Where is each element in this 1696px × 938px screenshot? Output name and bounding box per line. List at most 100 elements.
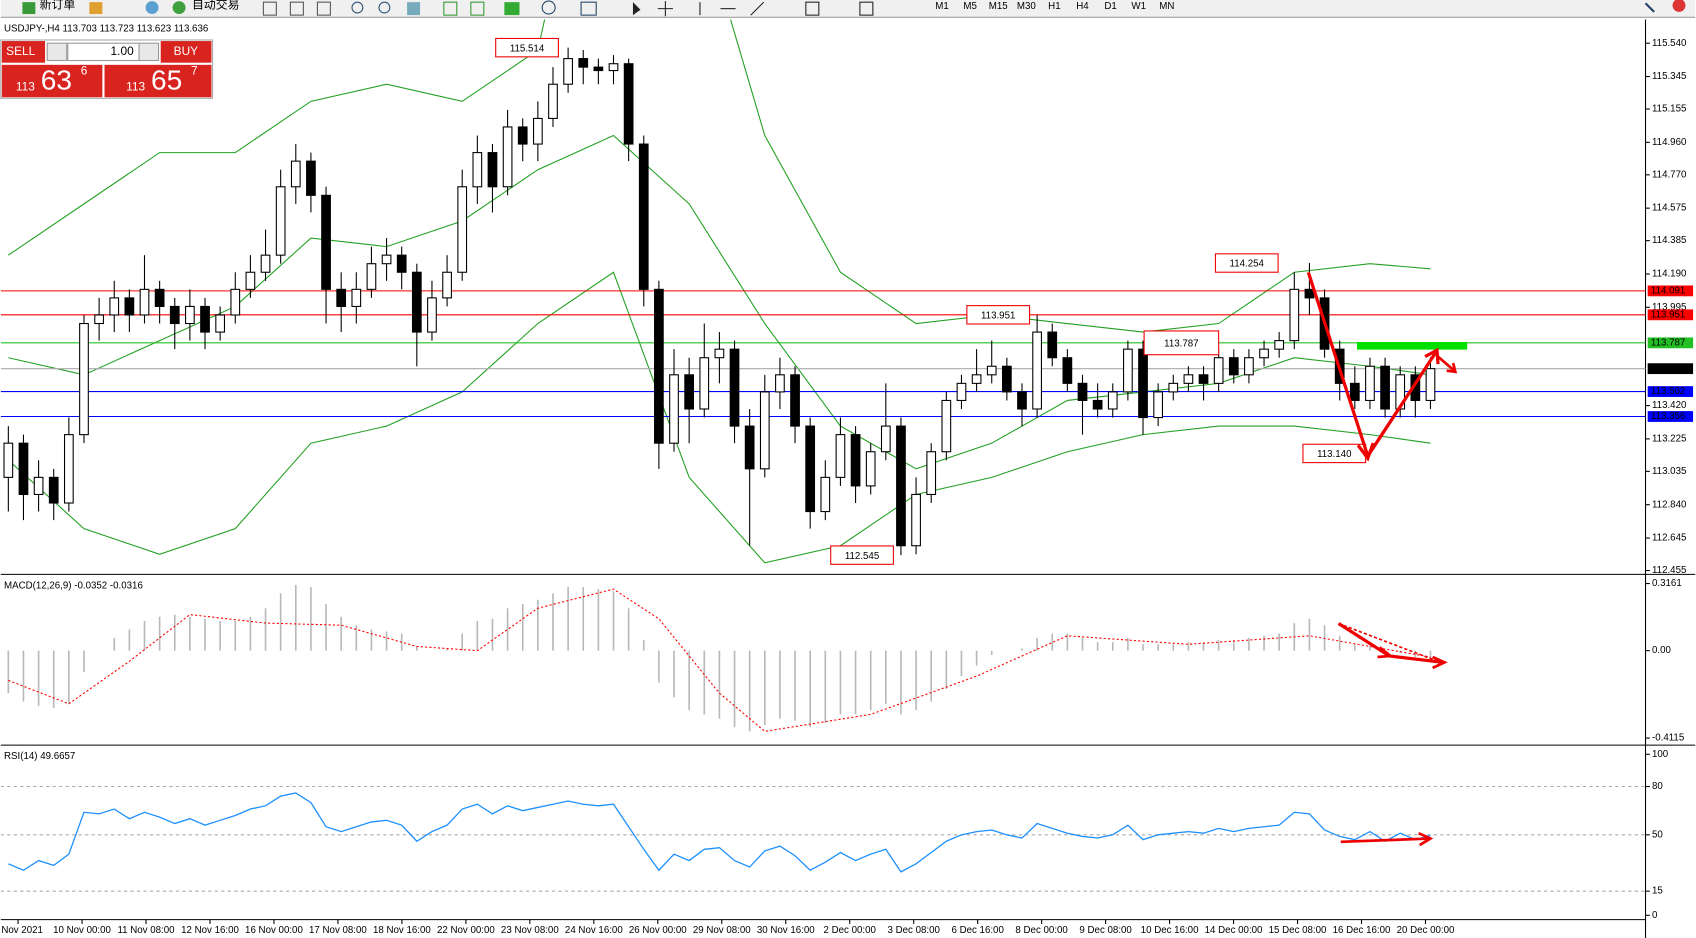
x-tick-label: 14 Dec 00:00 — [1205, 925, 1263, 936]
candle-body — [744, 425, 755, 470]
buy-button[interactable] — [160, 41, 212, 63]
price-annotation: 113.951 — [981, 310, 1015, 321]
candle-body — [1032, 331, 1042, 410]
tool-icon[interactable] — [443, 1, 458, 16]
candle-body — [669, 374, 679, 444]
auto-trading-icon[interactable] — [172, 1, 186, 15]
lot-down[interactable] — [46, 42, 68, 62]
y-tick-label: 50 — [1652, 829, 1663, 840]
tool-icon[interactable] — [289, 1, 304, 16]
timeframe-button[interactable]: M1 — [935, 1, 949, 12]
timeframe-button[interactable]: H4 — [1076, 1, 1089, 12]
tool-icon[interactable] — [470, 1, 485, 16]
new-order-button[interactable]: 新订单 — [40, 0, 76, 12]
candle-body — [1017, 391, 1027, 410]
periods[interactable] — [541, 0, 556, 15]
templates[interactable] — [580, 1, 597, 16]
candle-body — [684, 374, 695, 410]
tool-icon[interactable] — [805, 1, 820, 16]
red-arrow — [1437, 355, 1458, 374]
sell-button[interactable] — [1, 41, 46, 63]
candle-body — [48, 476, 59, 504]
search-icon[interactable] — [1644, 2, 1655, 13]
y-tick-label: 114.190 — [1652, 269, 1687, 280]
bollinger-upper — [8, 19, 1431, 333]
candle-body — [820, 476, 831, 513]
buy-label[interactable]: BUY — [174, 44, 198, 58]
timeframe-button[interactable]: MN — [1159, 1, 1174, 12]
toolbar-icon[interactable] — [89, 2, 103, 15]
sell-price-main: 63 — [41, 65, 72, 96]
y-tick-label: 115.345 — [1652, 71, 1686, 82]
lot-value[interactable]: 1.00 — [111, 44, 135, 58]
candle-body — [1153, 391, 1164, 419]
y-tick-label: 114.960 — [1652, 137, 1687, 148]
timeframe-button[interactable]: M30 — [1017, 1, 1037, 12]
notification-icon[interactable] — [1672, 0, 1686, 12]
candle-body — [699, 357, 710, 410]
arrow-head — [1377, 646, 1448, 670]
y-tick-label: 15 — [1652, 886, 1663, 897]
y-tick-label: 0.00 — [1652, 645, 1672, 656]
bollinger-middle — [8, 134, 1431, 470]
sell-price-box[interactable] — [1, 64, 103, 98]
crosshair-tool[interactable] — [657, 1, 673, 17]
timeframe-button[interactable]: H1 — [1048, 1, 1060, 12]
candle-body — [94, 314, 104, 325]
indicator-title: USDJPY-,H4 113.703 113.723 113.623 113.6… — [4, 24, 208, 35]
y-tick-label: 112.840 — [1652, 499, 1687, 510]
timeframe-button[interactable]: M5 — [963, 1, 977, 12]
macd-signal — [8, 588, 1431, 732]
y-tick-label: -0.4115 — [1652, 733, 1684, 744]
timeframe-button[interactable]: D1 — [1104, 1, 1116, 12]
indicators[interactable] — [504, 2, 520, 16]
timeframe-button[interactable]: W1 — [1131, 1, 1146, 12]
x-tick-label: 8 Dec 00:00 — [1015, 925, 1068, 936]
auto-trading-button[interactable]: 自动交易 — [192, 0, 240, 12]
candle-body — [775, 374, 785, 393]
timeframe-button[interactable]: M15 — [989, 1, 1008, 12]
new-order-icon[interactable] — [22, 2, 36, 15]
timeframes: M1 M5 M15 M30 H1 H4 D1 W1 MN — [935, 1, 1174, 12]
candle-body — [427, 297, 437, 333]
candle-body — [1365, 365, 1375, 401]
drawings — [1306, 271, 1468, 847]
trendline-tool[interactable] — [750, 1, 765, 16]
candle-body — [306, 160, 316, 196]
y-tick-label: 100 — [1652, 749, 1669, 760]
text-tool[interactable] — [859, 1, 874, 16]
candle-body — [941, 399, 952, 453]
candle-body — [548, 83, 558, 119]
candle-body — [850, 434, 861, 487]
y-tick-label: 0.3161 — [1652, 578, 1682, 589]
lot-up[interactable] — [138, 42, 160, 62]
toolbar-icon[interactable] — [145, 1, 159, 15]
x-tick-label: 12 Nov 16:00 — [181, 925, 239, 936]
candle-body — [396, 254, 407, 273]
tool-icon[interactable] — [262, 1, 277, 16]
buy-price-box[interactable] — [104, 64, 212, 98]
candle-body — [1274, 340, 1285, 350]
price-annotation: 114.254 — [1230, 259, 1265, 270]
price-annotation-box — [1214, 253, 1279, 273]
candle-body — [1092, 399, 1103, 410]
candle-body — [1349, 382, 1360, 401]
chart-area — [0, 19, 1696, 938]
x-tick-label: 2 Dec 00:00 — [824, 925, 877, 936]
zoom-out[interactable] — [378, 1, 391, 14]
level-label-box — [1647, 411, 1694, 422]
candle-body — [1259, 348, 1269, 359]
y-tick-label: 113.225 — [1652, 433, 1686, 444]
sell-label[interactable]: SELL — [6, 44, 35, 58]
sell-price-big: 113 — [16, 80, 35, 94]
zoom-in[interactable] — [351, 1, 364, 14]
candle-body — [517, 126, 528, 145]
y-tick-label: 113.035 — [1652, 466, 1686, 477]
macd-arrow — [1338, 622, 1439, 663]
tile-windows[interactable] — [407, 2, 421, 16]
candle-body — [139, 288, 150, 316]
cursor-tool[interactable] — [632, 2, 641, 16]
tool-icon[interactable] — [316, 1, 331, 16]
candle-body — [1183, 374, 1194, 384]
